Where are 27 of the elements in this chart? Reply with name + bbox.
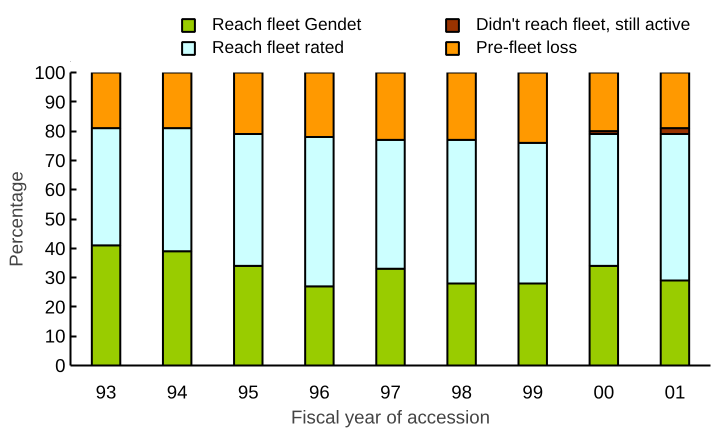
y-tick-label: 20 — [44, 296, 66, 318]
y-tick-label: 80 — [44, 120, 66, 142]
x-tick-label: 95 — [238, 382, 259, 402]
legend-label: Pre-fleet loss — [476, 37, 578, 58]
x-tick-label: 94 — [166, 382, 188, 402]
x-tick-label: 00 — [593, 382, 614, 402]
x-tick-label: 99 — [522, 382, 544, 402]
x-tick-label: 98 — [451, 382, 472, 402]
y-axis-title: Percentage — [5, 171, 26, 267]
legend-label: Reach fleet rated — [212, 37, 345, 58]
x-axis-title: Fiscal year of accession — [290, 406, 490, 428]
y-tick-label: 70 — [44, 150, 66, 171]
x-tick-label: 96 — [309, 382, 330, 402]
legend-label: Didn't reach fleet, still active — [476, 14, 692, 35]
y-tick-label: 60 — [44, 179, 66, 200]
y-tick-label: 10 — [44, 326, 66, 347]
x-tick-label: 93 — [96, 382, 116, 402]
legend-label: Reach fleet Gendet — [212, 14, 362, 35]
x-tick-label: 97 — [380, 382, 401, 402]
y-tick-label: 100 — [34, 62, 66, 83]
x-tick-label: 01 — [664, 382, 686, 402]
y-tick-label: 90 — [44, 91, 66, 112]
y-tick-label: 0 — [55, 355, 66, 376]
y-tick-label: 40 — [44, 238, 66, 259]
bar — [588, 72, 620, 132]
y-tick-label: 30 — [44, 267, 66, 288]
y-tick-label: 50 — [44, 208, 66, 230]
